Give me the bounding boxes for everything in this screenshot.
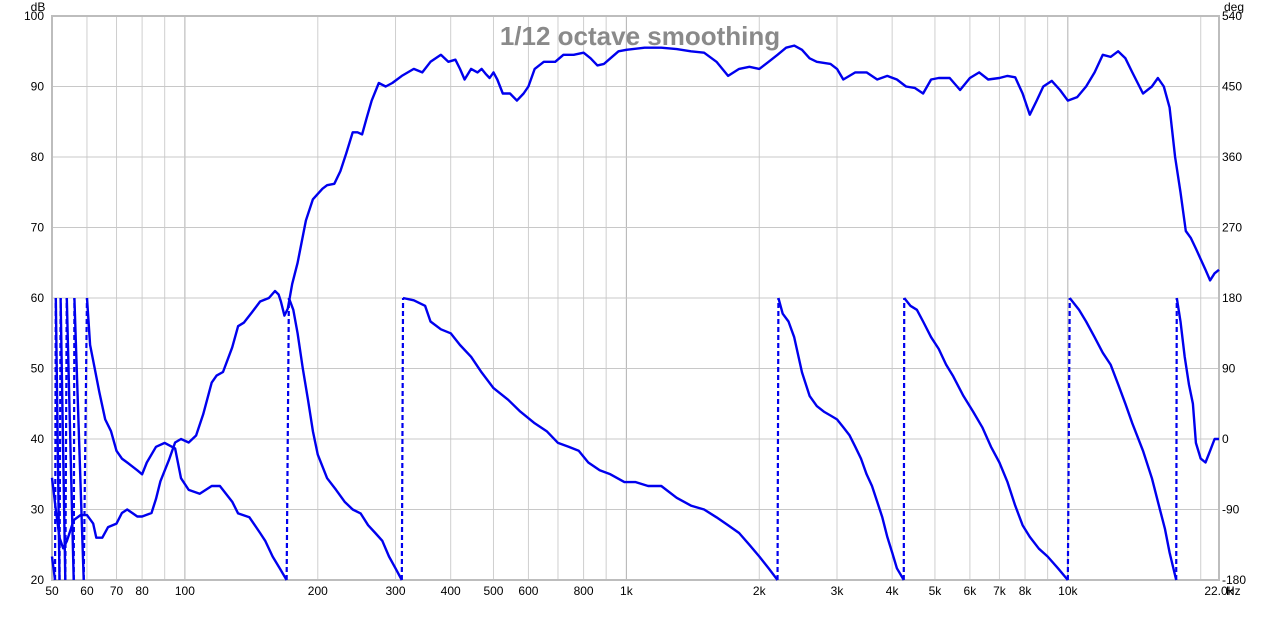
x-tick-label: 50 — [45, 584, 59, 598]
y-right-tick-label: 540 — [1222, 9, 1242, 23]
x-tick-label: 7k — [993, 584, 1007, 598]
y-right-tick-label: 270 — [1222, 221, 1242, 235]
y-right-tick-label: 180 — [1222, 291, 1242, 305]
series-layer — [50, 44, 1220, 581]
series-2-line — [777, 297, 905, 581]
series-2-line — [65, 297, 75, 581]
phase-wrap-line — [72, 297, 76, 581]
phase-wrap-line — [285, 297, 290, 581]
chart-title: 1/12 octave smoothing — [500, 21, 780, 51]
y-left-tick-label: 50 — [31, 362, 45, 376]
y-right-unit-label: deg — [1224, 0, 1244, 14]
x-tick-label: 100 — [175, 584, 195, 598]
series-2-line — [402, 296, 779, 581]
y-left-tick-label: 80 — [31, 150, 45, 164]
phase-wrap-line — [400, 297, 405, 581]
y-right-tick-label: -180 — [1222, 573, 1246, 587]
y-left-unit-label: dB — [31, 0, 46, 14]
x-tick-label: 10k — [1058, 584, 1078, 598]
y-right-tick-label: 0 — [1222, 432, 1229, 446]
x-tick-label: 4k — [886, 584, 900, 598]
phase-wrap-line — [776, 297, 780, 581]
y-right-tick-label: -90 — [1222, 503, 1240, 517]
series-2-line — [85, 297, 288, 581]
grid-layer — [51, 16, 1219, 581]
x-tick-label: 6k — [964, 584, 978, 598]
y-left-tick-label: 30 — [31, 503, 45, 517]
x-tick-label: 70 — [110, 584, 124, 598]
x-tick-label: 400 — [441, 584, 461, 598]
x-tick-label: 60 — [80, 584, 94, 598]
phase-wrap-line — [64, 297, 68, 581]
y-left-tick-label: 70 — [31, 221, 45, 235]
phase-wrap-line — [82, 297, 89, 581]
x-tick-label: 80 — [135, 584, 149, 598]
plot-frame — [51, 15, 1220, 581]
series-2-line — [73, 297, 85, 581]
x-tick-label: 500 — [483, 584, 503, 598]
phase-wrap-line — [1066, 297, 1071, 581]
series-2-line — [287, 297, 403, 581]
y-right-tick-label: 360 — [1222, 150, 1242, 164]
phase-wrap-line — [58, 297, 62, 581]
x-unit-label: Hz — [1226, 584, 1241, 598]
y-left-tick-label: 100 — [24, 9, 44, 23]
x-tick-label: 200 — [308, 584, 328, 598]
tick-labels: 50 60 70 80 100 200 300 400 500 600 800 1k 2k 3k 4k 5k 6… — [24, 9, 1246, 598]
x-tick-label: 8k — [1019, 584, 1033, 598]
phase-wrap-line — [1175, 297, 1178, 581]
series-1-line — [50, 44, 1220, 550]
y-right-tick-label: 90 — [1222, 362, 1236, 376]
x-tick-label: 3k — [831, 584, 845, 598]
series-2-line — [1175, 297, 1219, 464]
y-left-tick-label: 40 — [31, 432, 45, 446]
x-tick-label: 300 — [386, 584, 406, 598]
series-2-line — [903, 297, 1069, 581]
y-right-tick-label: 450 — [1222, 80, 1242, 94]
y-left-tick-label: 60 — [31, 291, 45, 305]
x-tick-label: 800 — [574, 584, 594, 598]
x-tick-label: 1k — [620, 584, 634, 598]
x-tick-label: 5k — [929, 584, 943, 598]
y-left-tick-label: 20 — [31, 573, 45, 587]
x-tick-label: 2k — [753, 584, 767, 598]
series-2-line — [1068, 297, 1178, 581]
x-tick-label: 22.0k — [1204, 584, 1234, 598]
x-tick-label: 600 — [518, 584, 538, 598]
phase-wrap-line — [53, 297, 57, 581]
y-left-tick-label: 90 — [31, 80, 45, 94]
